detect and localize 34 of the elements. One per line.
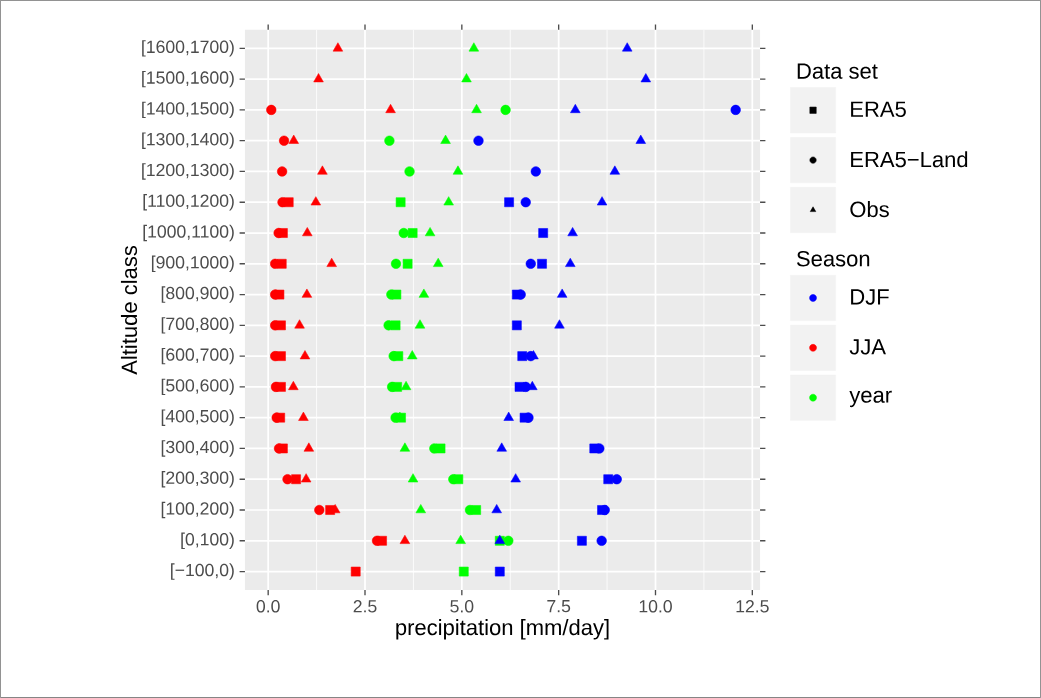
x-axis-title: precipitation [mm/day] [396, 619, 609, 640]
y-tick-label: [1000,1100) [143, 224, 234, 242]
x-tick-label: 7.5 [547, 600, 571, 613]
y-tick-label: [1200,1300) [142, 163, 234, 180]
y-tick-label: [1300,1400) [142, 132, 234, 149]
text: Obs [850, 201, 889, 218]
y-tick-label: [800,900) [161, 286, 234, 303]
y-tick-label: [400,500) [161, 409, 234, 426]
text: Season [796, 250, 870, 267]
text: DJF [851, 289, 889, 305]
y-tick-label: [500,600) [161, 378, 234, 396]
y-tick-label: [100,200) [161, 501, 234, 519]
x-tick-label: 2.5 [353, 600, 377, 613]
text: JJA [849, 339, 886, 355]
x-tick-label: 0.0 [256, 600, 280, 613]
y-tick-label: [200,300) [161, 471, 234, 488]
y-tick-label: [900,1000) [151, 255, 234, 273]
y-tick-label: [1600,1700) [142, 40, 234, 57]
x-tick-label: 12.5 [736, 600, 769, 613]
y-tick-label: [−100,0) [171, 563, 234, 580]
text: year [849, 390, 892, 408]
x-tick-label: 5.0 [450, 600, 474, 613]
y-tick-label: [300,400) [161, 440, 234, 457]
y-axis-title: Altitude class [120, 246, 138, 375]
x-tick-label: 10.0 [639, 600, 672, 613]
y-tick-label: [700,800) [161, 317, 234, 334]
y-tick-label: [1100,1200) [143, 194, 234, 211]
y-tick-label: [1500,1600) [142, 70, 234, 88]
text: ERA5 [851, 101, 906, 118]
text: ERA5−Land [851, 151, 968, 168]
y-tick-label: [1400,1500) [142, 101, 234, 119]
y-tick-label: [0,100) [181, 532, 234, 550]
legend-title: Data set [797, 63, 878, 79]
y-tick-label: [600,700) [161, 347, 234, 365]
